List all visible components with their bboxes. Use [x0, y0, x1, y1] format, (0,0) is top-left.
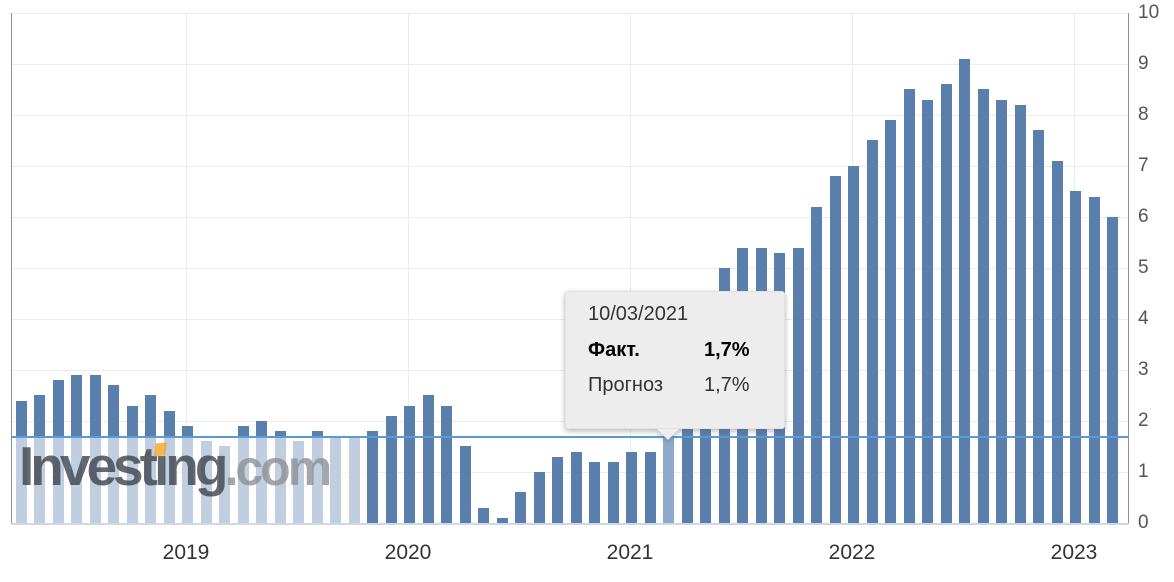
tooltip: 10/03/2021 Факт. 1,7% Прогноз 1,7% — [565, 291, 785, 440]
bar[interactable] — [1088, 197, 1100, 523]
x-axis-tick-label: 2023 — [1050, 541, 1098, 564]
bar[interactable] — [644, 452, 656, 523]
gridline-horizontal — [11, 268, 1129, 269]
y-axis-tick-label: 4 — [1138, 308, 1149, 329]
bar[interactable] — [940, 84, 952, 523]
investing-logo: Investı ng.com — [19, 439, 332, 496]
gridline-horizontal — [11, 166, 1129, 167]
y-axis-tick-label: 0 — [1138, 512, 1149, 533]
bar[interactable] — [848, 166, 859, 523]
tooltip-forecast-row: Прогноз 1,7% — [588, 374, 770, 397]
gridline-horizontal — [11, 13, 1129, 14]
tooltip-forecast-label: Прогноз — [588, 374, 664, 396]
watermark-background — [12, 438, 367, 523]
bar[interactable] — [1070, 191, 1081, 523]
bar[interactable] — [478, 508, 489, 523]
gridline-vertical — [408, 13, 409, 523]
y-axis-tick-label: 5 — [1138, 257, 1149, 278]
bar[interactable] — [792, 248, 804, 523]
investing-logo-suffix: .com — [224, 440, 332, 496]
bar[interactable] — [422, 395, 434, 523]
bar[interactable] — [626, 452, 637, 523]
tooltip-actual-label: Факт. — [588, 339, 640, 361]
y-axis-tick-label: 1 — [1138, 461, 1149, 482]
investing-logo-main: Investı ng — [19, 435, 228, 497]
tooltip-date: 10/03/2021 — [588, 303, 689, 325]
bar[interactable] — [1107, 217, 1118, 523]
reference-line — [11, 436, 1129, 438]
bar[interactable] — [885, 120, 896, 523]
y-axis-tick-label: 10 — [1138, 2, 1160, 23]
y-axis-tick-label: 9 — [1138, 53, 1149, 74]
y-axis-tick-label: 3 — [1138, 359, 1149, 380]
bar[interactable] — [829, 176, 841, 523]
y-axis-tick-label: 8 — [1138, 104, 1149, 125]
bar-highlighted[interactable] — [663, 436, 674, 523]
bar[interactable] — [1051, 161, 1063, 523]
bar[interactable] — [959, 59, 970, 523]
bar[interactable] — [996, 100, 1007, 523]
gridline-vertical — [186, 13, 187, 523]
bar[interactable] — [515, 492, 526, 523]
bar[interactable] — [459, 446, 471, 523]
gridline-horizontal — [11, 472, 1129, 473]
bar[interactable] — [681, 390, 693, 523]
x-axis-tick-label: 2020 — [384, 541, 432, 564]
gridline-horizontal — [11, 64, 1129, 65]
gridline-vertical — [630, 13, 631, 523]
bar[interactable] — [552, 457, 563, 523]
bar[interactable] — [811, 207, 822, 523]
y-axis-line-left — [11, 13, 12, 523]
x-axis-tick-label: 2019 — [162, 541, 210, 564]
bar[interactable] — [404, 406, 415, 523]
bar[interactable] — [496, 518, 508, 523]
logo-orange-tittle — [153, 442, 167, 457]
tooltip-actual-row: Факт. 1,7% — [588, 339, 770, 362]
y-axis-tick-label: 6 — [1138, 206, 1149, 227]
x-axis-tick-label: 2021 — [606, 541, 654, 564]
bar[interactable] — [367, 431, 378, 523]
y-axis-line-right — [1128, 13, 1129, 523]
bar[interactable] — [922, 100, 933, 523]
bar[interactable] — [385, 416, 397, 523]
bar[interactable] — [903, 89, 915, 523]
bar[interactable] — [570, 452, 582, 523]
bar[interactable] — [533, 472, 545, 523]
bar[interactable] — [1033, 130, 1044, 523]
bar[interactable] — [977, 89, 989, 523]
bar[interactable] — [1014, 105, 1026, 523]
gridline-horizontal — [11, 217, 1129, 218]
y-axis-tick-label: 2 — [1138, 410, 1149, 431]
tooltip-pointer-arrow — [657, 429, 679, 440]
gridline-horizontal — [11, 115, 1129, 116]
y-axis-tick-label: 7 — [1138, 155, 1149, 176]
bar[interactable] — [607, 462, 619, 523]
tooltip-forecast-value: 1,7% — [704, 374, 750, 396]
bar[interactable] — [589, 462, 600, 523]
tooltip-actual-value: 1,7% — [704, 339, 750, 361]
bar[interactable] — [866, 140, 878, 523]
x-axis-baseline — [11, 523, 1129, 525]
x-axis-tick-label: 2022 — [828, 541, 876, 564]
bar[interactable] — [441, 406, 452, 523]
